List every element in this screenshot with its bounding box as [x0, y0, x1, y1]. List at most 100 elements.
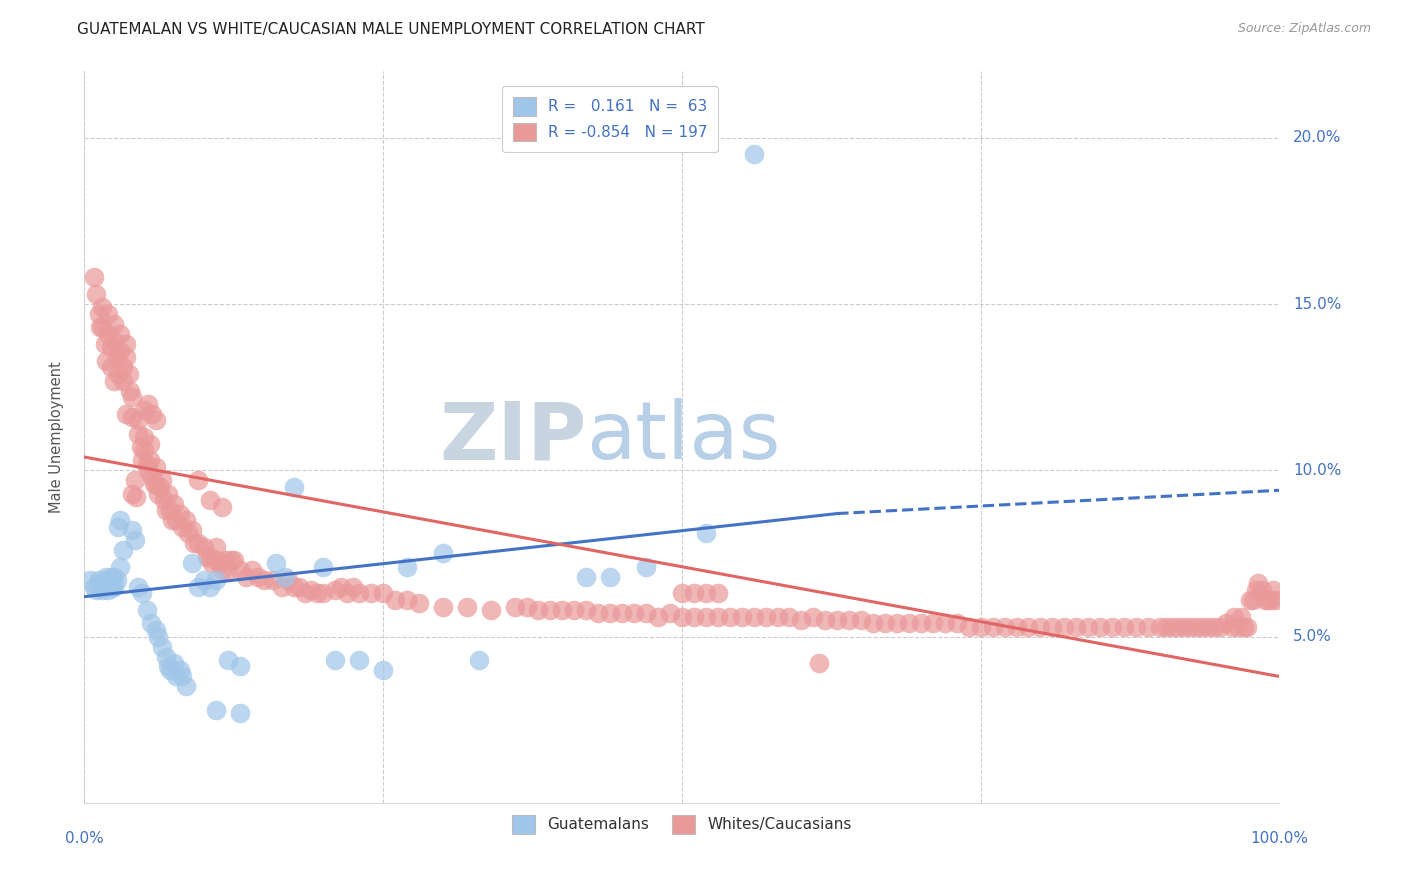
- Point: [160, 513, 183, 527]
- Point: [274, 570, 297, 584]
- Point: [94, 570, 117, 584]
- Text: atlas: atlas: [586, 398, 780, 476]
- Point: [107, 520, 129, 534]
- Point: [163, 656, 186, 670]
- Point: [1236, 619, 1258, 633]
- Point: [181, 557, 204, 571]
- Point: [1209, 619, 1232, 633]
- Point: [396, 559, 419, 574]
- Point: [198, 549, 221, 564]
- Point: [121, 390, 143, 404]
- Point: [79, 573, 101, 587]
- Point: [165, 513, 187, 527]
- Point: [103, 570, 125, 584]
- Point: [934, 616, 956, 631]
- Point: [157, 659, 180, 673]
- Point: [91, 582, 114, 597]
- Point: [270, 580, 292, 594]
- Point: [755, 609, 778, 624]
- Point: [468, 653, 491, 667]
- Point: [91, 576, 114, 591]
- Point: [115, 407, 138, 421]
- Point: [516, 599, 538, 614]
- Point: [105, 351, 128, 365]
- Point: [165, 669, 187, 683]
- Point: [121, 523, 143, 537]
- Point: [301, 582, 323, 597]
- Point: [803, 609, 825, 624]
- Point: [683, 586, 706, 600]
- Point: [808, 656, 831, 670]
- Point: [187, 580, 209, 594]
- Point: [1090, 619, 1112, 633]
- Point: [325, 653, 347, 667]
- Text: ZIP: ZIP: [439, 398, 586, 476]
- Point: [325, 582, 347, 597]
- Point: [217, 653, 239, 667]
- Point: [1149, 619, 1171, 633]
- Point: [110, 326, 132, 341]
- Point: [155, 503, 177, 517]
- Point: [145, 476, 167, 491]
- Point: [349, 586, 371, 600]
- Point: [373, 586, 395, 600]
- Point: [132, 403, 156, 417]
- Point: [253, 573, 276, 587]
- Point: [86, 287, 108, 301]
- Point: [205, 540, 228, 554]
- Point: [86, 582, 108, 597]
- Point: [262, 573, 284, 587]
- Point: [177, 526, 200, 541]
- Point: [129, 440, 152, 454]
- Point: [981, 619, 1004, 633]
- Point: [91, 320, 114, 334]
- Point: [384, 593, 406, 607]
- Point: [695, 609, 717, 624]
- Point: [148, 486, 170, 500]
- Point: [111, 360, 134, 375]
- Point: [612, 607, 634, 621]
- Point: [198, 493, 221, 508]
- Point: [172, 669, 194, 683]
- Point: [124, 533, 146, 548]
- Legend: Guatemalans, Whites/Caucasians: Guatemalans, Whites/Caucasians: [503, 805, 860, 843]
- Point: [336, 586, 359, 600]
- Point: [922, 616, 945, 631]
- Point: [229, 563, 252, 577]
- Point: [181, 523, 204, 537]
- Point: [135, 603, 157, 617]
- Text: GUATEMALAN VS WHITE/CAUCASIAN MALE UNEMPLOYMENT CORRELATION CHART: GUATEMALAN VS WHITE/CAUCASIAN MALE UNEMP…: [77, 22, 704, 37]
- Point: [97, 326, 120, 341]
- Point: [1250, 582, 1272, 597]
- Point: [124, 473, 146, 487]
- Point: [83, 270, 105, 285]
- Point: [588, 607, 610, 621]
- Point: [159, 503, 181, 517]
- Point: [117, 367, 139, 381]
- Point: [790, 613, 813, 627]
- Point: [575, 570, 598, 584]
- Point: [100, 360, 122, 375]
- Point: [1260, 593, 1282, 607]
- Point: [707, 586, 730, 600]
- Point: [636, 607, 658, 621]
- Point: [838, 613, 860, 627]
- Point: [127, 426, 149, 441]
- Point: [1264, 593, 1286, 607]
- Point: [1018, 619, 1040, 633]
- Point: [142, 476, 165, 491]
- Point: [94, 353, 117, 368]
- Point: [193, 573, 215, 587]
- Point: [1220, 619, 1243, 633]
- Point: [145, 623, 167, 637]
- Point: [201, 557, 224, 571]
- Point: [742, 147, 765, 161]
- Point: [87, 307, 110, 321]
- Point: [93, 337, 115, 351]
- Point: [671, 586, 693, 600]
- Point: [283, 480, 305, 494]
- Point: [103, 334, 125, 348]
- Point: [214, 553, 236, 567]
- Point: [1042, 619, 1064, 633]
- Point: [110, 513, 132, 527]
